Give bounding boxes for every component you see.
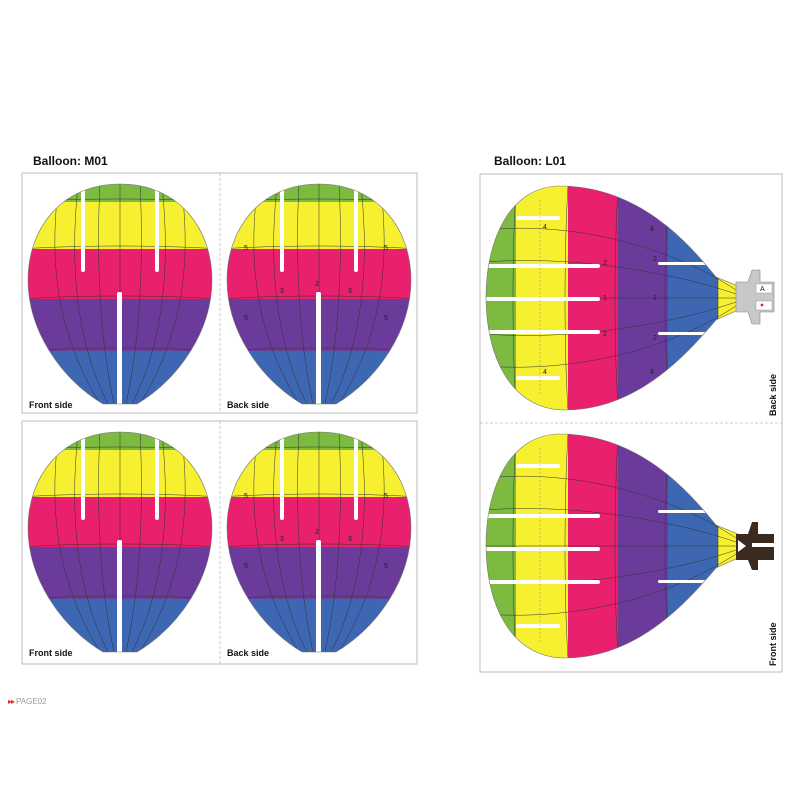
m01-back-number: 5: [384, 245, 388, 252]
m01-front-side-label-top: Front side: [29, 400, 73, 410]
l01-front-side-label: Front side: [768, 622, 778, 666]
l01-back-tab: [735, 269, 775, 325]
m01-back-number: 3: [348, 288, 352, 295]
l01-back-number: 2: [653, 335, 657, 342]
m01-front-side-label-bottom: Front side: [29, 648, 73, 658]
m01-back-number: 5: [384, 315, 388, 322]
l01-panel: [479, 173, 783, 673]
tab-marker-dot: [760, 303, 764, 307]
l01-back-number: 1: [653, 295, 657, 302]
balloon-m01-title: Balloon: M01: [33, 154, 108, 168]
m01-panel-top: [21, 172, 418, 414]
m01-back-number: 2: [315, 281, 319, 288]
m01-back-number: 3: [280, 288, 284, 295]
m01-back-number: 5: [244, 493, 248, 500]
m01-back-number: 2: [315, 529, 319, 536]
m01-front-balloon-top: [20, 180, 220, 411]
tab-letter: A: [760, 286, 765, 293]
l01-back-number: 2: [603, 260, 607, 267]
l01-back-balloon: A 4 4 2 2 1 1 2 2 4 4: [485, 185, 775, 411]
m01-back-number: 5: [244, 563, 248, 570]
l01-front-balloon: [485, 433, 774, 659]
m01-back-number: 5: [244, 245, 248, 252]
l01-back-number: 2: [603, 331, 607, 338]
page-number: PAGE02: [16, 697, 47, 706]
m01-back-number: 5: [384, 563, 388, 570]
l01-back-numbers: 4 4 2 2 1 1 2 2 4 4: [543, 224, 657, 376]
balloon-l01-title: Balloon: L01: [494, 154, 567, 168]
m01-back-number: 3: [348, 536, 352, 543]
m01-panel-bottom: [21, 420, 418, 665]
m01-back-side-label-bottom: Back side: [227, 648, 270, 658]
page-footer: ▸▸ PAGE02: [8, 697, 47, 706]
m01-front-balloon-bottom: [20, 428, 220, 659]
l01-back-number: 2: [653, 256, 657, 263]
l01-back-number: 4: [543, 369, 547, 376]
l01-back-number: 1: [603, 295, 607, 302]
m01-back-side-label-top: Back side: [227, 400, 270, 410]
l01-back-side-label: Back side: [768, 373, 778, 416]
m01-back-balloon-top: [219, 180, 419, 411]
m01-back-number: 5: [244, 315, 248, 322]
m01-back-number: 3: [280, 536, 284, 543]
l01-back-number: 4: [650, 369, 654, 376]
m01-back-numbers-bottom: 5 5 3 2 3 5 5: [244, 493, 388, 570]
m01-back-numbers-top: 5 5 3 2 3 5 5: [244, 245, 388, 322]
l01-back-number: 4: [650, 226, 654, 233]
l01-back-number: 4: [543, 224, 547, 231]
m01-back-balloon-bottom: [219, 428, 419, 659]
m01-back-number: 5: [384, 493, 388, 500]
footer-arrows-icon: ▸▸: [8, 697, 15, 706]
